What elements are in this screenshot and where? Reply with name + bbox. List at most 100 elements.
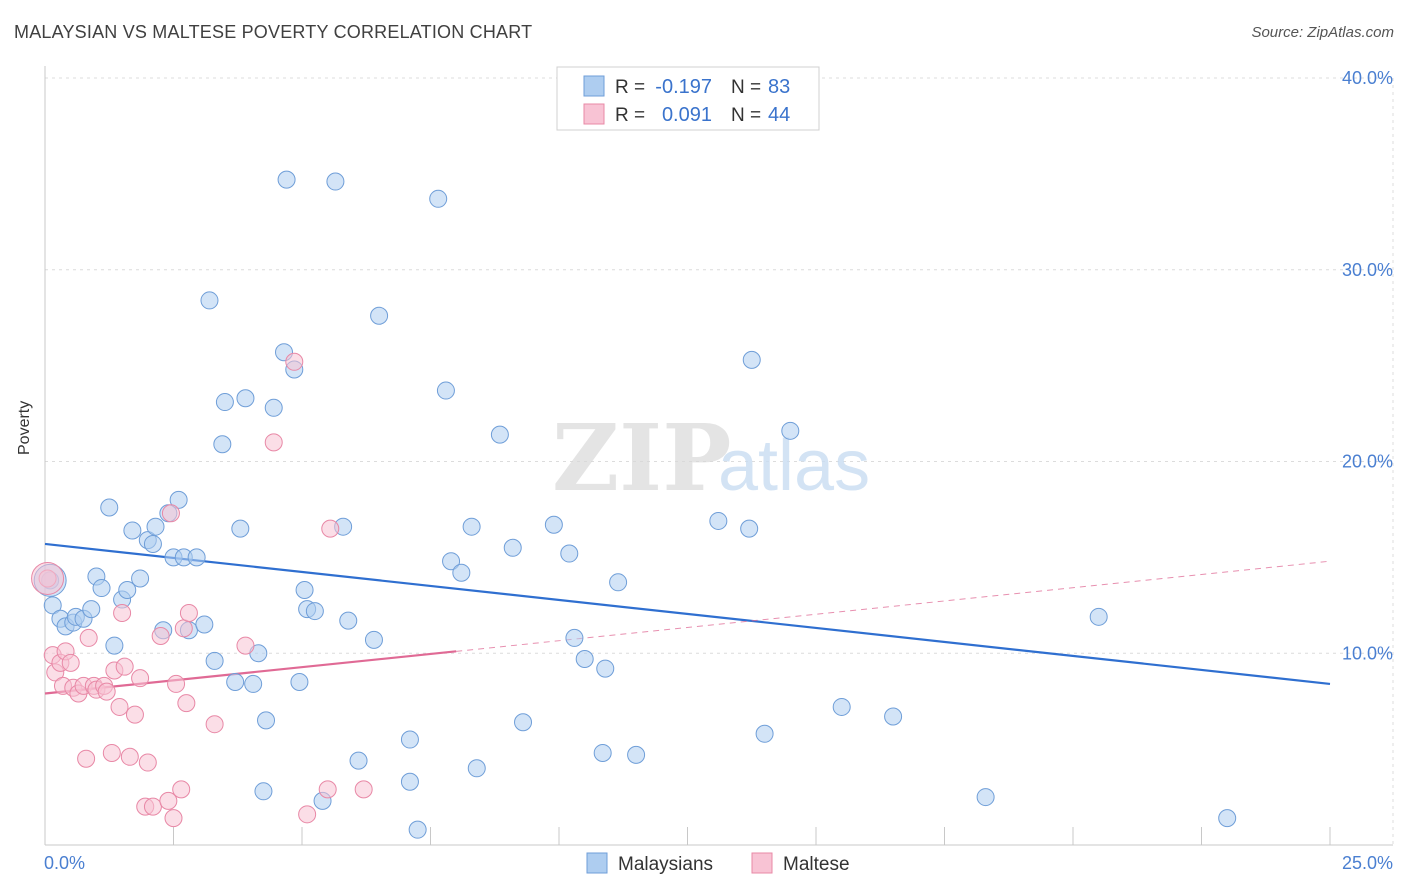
point-malaysians: [215, 393, 234, 412]
point-malaysians: [442, 552, 461, 571]
point-malaysians: [408, 820, 427, 839]
point-malaysians: [436, 381, 455, 400]
point-malaysians: [490, 425, 509, 444]
stats-n-value: 83: [768, 76, 790, 98]
point-maltese: [236, 636, 255, 655]
stats-swatch: [583, 103, 605, 125]
point-malaysians: [82, 600, 101, 619]
point-maltese: [179, 603, 198, 622]
point-maltese: [167, 674, 186, 693]
legend-swatch-maltese: [751, 852, 773, 874]
point-malaysians: [169, 490, 188, 509]
point-maltese: [115, 657, 134, 676]
point-maltese: [172, 780, 191, 799]
axes: [44, 66, 1393, 846]
point-malaysians: [43, 596, 62, 615]
point-malaysians: [503, 538, 522, 557]
point-malaysians: [146, 517, 165, 536]
point-maltese: [161, 504, 180, 523]
point-malaysians: [254, 782, 273, 801]
x-tick-label-max: 25.0%: [1342, 853, 1393, 873]
point-malaysians: [575, 650, 594, 669]
point-malaysians: [544, 515, 563, 534]
point-malaysians: [1089, 607, 1108, 626]
point-malaysians: [92, 579, 111, 598]
point-malaysians: [187, 548, 206, 567]
point-maltese: [174, 619, 193, 638]
chart-title: MALAYSIAN VS MALTESE POVERTY CORRELATION…: [14, 22, 533, 42]
point-malaysians: [593, 743, 612, 762]
legend-swatch-malaysians: [586, 852, 608, 874]
point-maltese: [79, 628, 98, 647]
point-malaysians: [339, 611, 358, 630]
point-maltese: [205, 715, 224, 734]
point-malaysians: [400, 730, 419, 749]
point-maltese: [120, 747, 139, 766]
point-maltese: [298, 805, 317, 824]
trend-line-extension-maltese: [456, 560, 1331, 652]
point-maltese: [138, 753, 157, 772]
point-malaysians: [131, 569, 150, 588]
point-malaysians: [290, 673, 309, 692]
point-malaysians: [143, 534, 162, 553]
point-maltese: [177, 694, 196, 713]
point-malaysians: [105, 636, 124, 655]
watermark-zip: ZIP: [552, 404, 731, 512]
tick-labels: 10.0% 20.0% 30.0% 40.0% 0.0% 25.0%: [44, 68, 1393, 873]
point-malaysians: [400, 772, 419, 791]
watermark-atlas: atlas: [718, 426, 870, 506]
trend-line-malaysians: [44, 542, 1331, 686]
stats-n-label: N =: [731, 105, 761, 126]
point-malaysians: [740, 519, 759, 538]
point-maltese: [102, 743, 121, 762]
x-tick-label-min: 0.0%: [44, 853, 85, 873]
point-malaysians: [560, 544, 579, 563]
point-malaysians: [565, 628, 584, 647]
stats-n-value: 44: [768, 104, 790, 126]
stats-swatch: [583, 75, 605, 97]
point-malaysians: [609, 573, 628, 592]
point-malaysians: [326, 172, 345, 191]
point-maltese: [131, 669, 150, 688]
point-malaysians: [305, 602, 324, 621]
stats-r-value: 0.091: [662, 104, 712, 126]
point-malaysians: [452, 563, 471, 582]
point-maltese: [285, 352, 304, 371]
stats-r-label: R =: [615, 77, 645, 98]
points: [31, 170, 1237, 839]
point-malaysians: [514, 713, 533, 732]
point-malaysians: [884, 707, 903, 726]
y-tick-label: 30.0%: [1342, 260, 1393, 280]
point-maltese: [77, 749, 96, 768]
stats-r-value: -0.197: [655, 76, 712, 98]
point-malaysians: [364, 630, 383, 649]
point-maltese: [143, 797, 162, 816]
point-maltese: [97, 682, 116, 701]
point-malaysians: [257, 711, 276, 730]
trend-lines: [44, 542, 1331, 695]
point-large-maltese: [31, 561, 65, 595]
stats-r-label: R =: [615, 105, 645, 126]
point-maltese: [164, 809, 183, 828]
point-malaysians: [742, 350, 761, 369]
point-maltese: [110, 697, 129, 716]
point-malaysians: [596, 659, 615, 678]
point-malaysians: [205, 651, 224, 670]
bottom-legend: Malaysians Maltese: [586, 852, 850, 875]
stats-legend-box: R = -0.197 N = 83 R = 0.091 N = 44: [556, 66, 820, 131]
point-malaysians: [429, 189, 448, 208]
point-malaysians: [100, 498, 119, 517]
point-malaysians: [226, 673, 245, 692]
point-maltese: [61, 653, 80, 672]
point-malaysians: [264, 398, 283, 417]
point-malaysians: [123, 521, 142, 540]
point-malaysians: [118, 580, 137, 599]
point-malaysians: [349, 751, 368, 770]
source-label: Source: ZipAtlas.com: [1251, 24, 1394, 41]
point-malaysians: [976, 788, 995, 807]
point-malaysians: [467, 759, 486, 778]
point-malaysians: [295, 580, 314, 599]
point-malaysians: [709, 511, 728, 530]
point-maltese: [264, 433, 283, 452]
